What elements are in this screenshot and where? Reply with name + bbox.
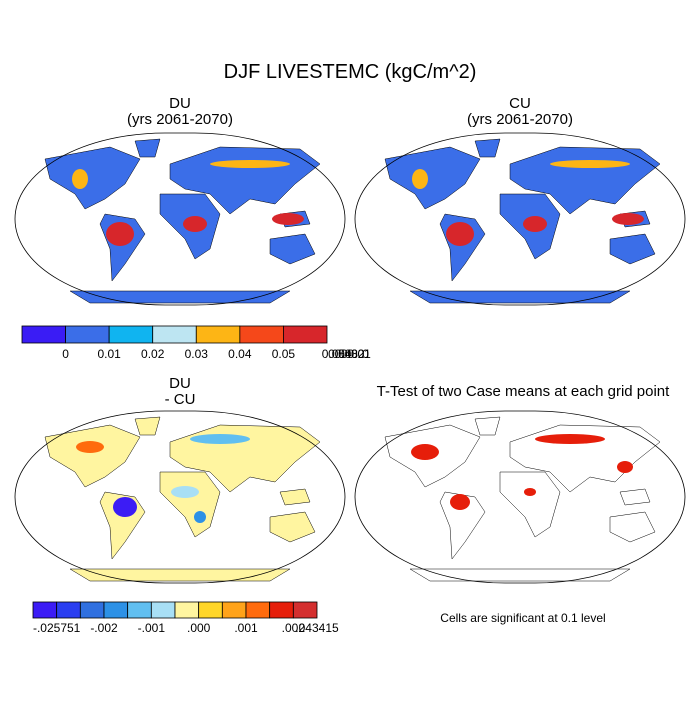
panel-title: CU <box>509 95 531 112</box>
map-ttest <box>354 410 686 584</box>
colorbar-label: 0 <box>62 347 69 361</box>
colorbar-label: .043415 <box>295 621 339 635</box>
colorbar-box <box>174 601 200 619</box>
colorbar-box <box>292 601 318 619</box>
colorbar-label: 0.04 <box>228 347 252 361</box>
figure-title: DJF LIVESTEMC (kgC/m^2) <box>224 61 477 83</box>
colorbar-box <box>79 601 105 619</box>
colorbar-box <box>103 601 129 619</box>
colorbar-box <box>150 601 176 619</box>
colorbar-label: 0.01 <box>97 347 121 361</box>
colorbar-label: 0.03 <box>335 347 359 361</box>
panel-title: T-Test of two Case means at each grid po… <box>377 383 670 400</box>
colorbar-label: 0.03 <box>185 347 209 361</box>
colorbar-box <box>32 601 58 619</box>
colorbar-box <box>283 325 328 344</box>
colorbar-label: 0.05 <box>272 347 296 361</box>
map-cu <box>354 132 686 306</box>
panel-subtitle: (yrs 2061-2070) <box>127 111 233 128</box>
colorbar-label: 0.02 <box>141 347 165 361</box>
colorbar-label: .002 <box>282 621 306 635</box>
colorbar-box <box>269 601 294 619</box>
map-difference <box>14 410 346 584</box>
colorbar-box <box>195 325 241 344</box>
colorbar-box <box>198 601 223 619</box>
colorbar-box <box>108 325 154 344</box>
colorbar-label: .000 <box>187 621 211 635</box>
note: Cells are significant at 0.1 level <box>440 611 605 625</box>
colorbar-box <box>152 325 197 344</box>
panel-title: DU <box>169 375 191 392</box>
panel-title: DU <box>169 95 191 112</box>
colorbar-label: .001 <box>234 621 258 635</box>
panel-subtitle: (yrs 2061-2070) <box>467 111 573 128</box>
colorbar-label: -.001 <box>138 621 166 635</box>
colorbar-box <box>245 601 271 619</box>
colorbar-box <box>56 601 81 619</box>
colorbar-label: 0.01 <box>347 347 371 361</box>
colorbar-box <box>127 601 152 619</box>
colorbar-label: -.002 <box>90 621 118 635</box>
colorbar-label: 0 <box>362 347 369 361</box>
map-du <box>14 132 346 306</box>
colorbar-label: 0.04 <box>328 347 352 361</box>
colorbar-box <box>221 601 247 619</box>
colorbar-label: 0.02 <box>341 347 365 361</box>
colorbar-label: -.025751 <box>33 621 81 635</box>
colorbar-box <box>65 325 110 344</box>
panel-subtitle: - CU <box>165 391 196 408</box>
colorbar-box <box>239 325 284 344</box>
colorbar-box <box>21 325 66 344</box>
colorbar-label: 0.05 <box>322 347 346 361</box>
